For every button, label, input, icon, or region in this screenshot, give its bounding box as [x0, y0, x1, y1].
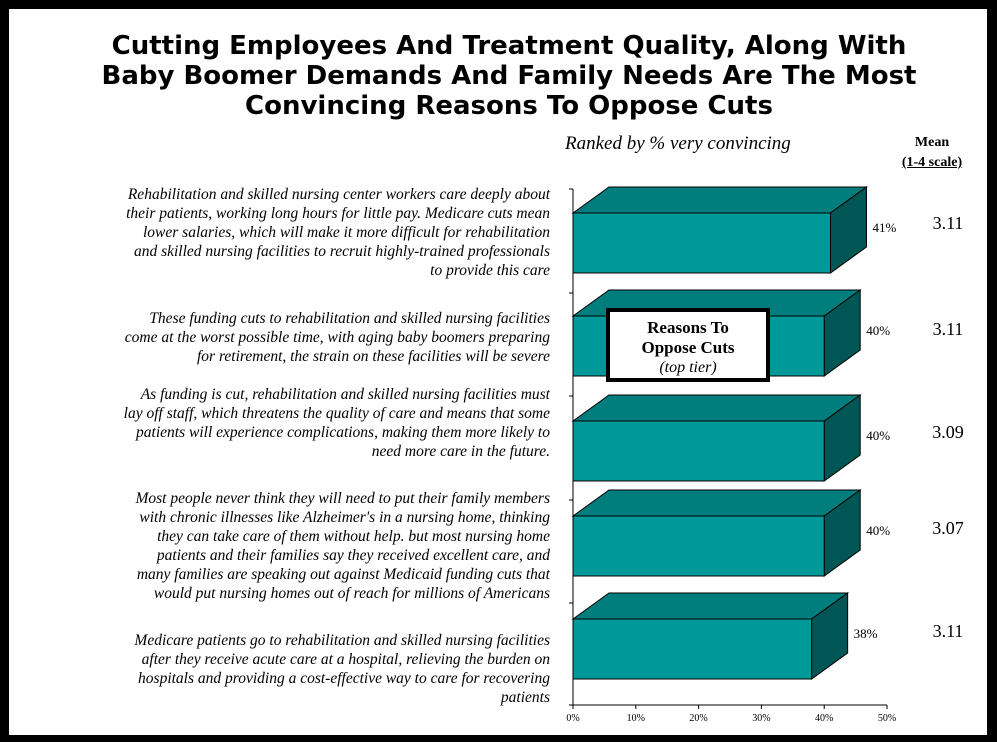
- bar-value-label: 40%: [866, 523, 890, 538]
- mean-value: 3.11: [933, 213, 964, 233]
- bar-value-label: 41%: [872, 220, 896, 235]
- item-label: Most people never think they will need t…: [15, 489, 550, 603]
- item-label-line: hospitals and providing a cost-effective…: [138, 670, 550, 687]
- callout-line-2: Oppose Cuts: [641, 338, 735, 357]
- item-label-line: for retirement, the strain on these faci…: [197, 348, 550, 365]
- mean-header-scale: (1-4 scale): [901, 155, 963, 170]
- title-line-1: Cutting Employees And Treatment Quality,…: [111, 31, 907, 61]
- item-label: As funding is cut, rehabilitation and sk…: [15, 385, 550, 461]
- item-label-line: after they receive acute care at a hospi…: [141, 651, 550, 668]
- callout-line-3: (top tier): [659, 359, 717, 376]
- slide: Cutting Employees And Treatment Quality,…: [9, 9, 987, 735]
- item-label-line: come at the worst possible time, with ag…: [124, 329, 550, 346]
- callout-box: Reasons To Oppose Cuts (top tier): [606, 308, 770, 382]
- mean-header: Mean (1-4 scale): [887, 133, 977, 173]
- item-label-line: would put nursing homes out of reach for…: [153, 585, 550, 602]
- bar-value-label: 40%: [866, 323, 890, 338]
- bar: [572, 515, 825, 577]
- item-label-line: Medicare patients go to rehabilitation a…: [134, 632, 550, 649]
- title-line-2: Baby Boomer Demands And Family Needs Are…: [101, 61, 917, 91]
- bar-top-face: [571, 394, 862, 422]
- item-label-line: lower salaries, which will make it more …: [142, 224, 550, 241]
- item-label-line: many families are speaking out against M…: [136, 566, 550, 583]
- item-label: Rehabilitation and skilled nursing cente…: [15, 185, 550, 280]
- item-label-line: Most people never think they will need t…: [135, 490, 550, 507]
- item-label-line: lay off staff, which threatens the quali…: [123, 405, 550, 422]
- x-tick-label: 20%: [689, 713, 707, 724]
- item-label-line: These funding cuts to rehabilitation and…: [149, 310, 550, 327]
- mean-value: 3.07: [932, 518, 964, 538]
- item-label-line: to provide this care: [430, 262, 550, 279]
- x-tick-label: 10%: [627, 713, 645, 724]
- x-tick-label: 30%: [752, 713, 770, 724]
- mean-value: 3.11: [933, 319, 964, 339]
- bar-top-face: [571, 592, 850, 620]
- item-label-line: need more care in the future.: [371, 443, 550, 460]
- bar: [572, 420, 825, 482]
- x-tick-label: 0%: [566, 713, 579, 724]
- item-label-line: patients will experience complications, …: [136, 424, 550, 441]
- item-label-line: and skilled nursing facilities to recrui…: [133, 243, 550, 260]
- bar-chart: 0% 10% 20% 30% 40% 50% 41% 3.11 40% 3.11 40% 3.09 40…: [566, 186, 964, 724]
- item-label-line: patients: [500, 689, 550, 706]
- x-tick-label: 50%: [878, 713, 896, 724]
- bar: [572, 212, 831, 274]
- item-label-line: their patients, working long hours for l…: [126, 205, 550, 222]
- mean-header-label: Mean: [914, 135, 950, 150]
- item-label-line: Rehabilitation and skilled nursing cente…: [127, 186, 550, 203]
- bar-value-label: 40%: [866, 428, 890, 443]
- mean-value: 3.11: [933, 621, 964, 641]
- bar-top-face: [571, 186, 869, 214]
- item-label: These funding cuts to rehabilitation and…: [15, 309, 550, 366]
- bar-value-label: 38%: [854, 626, 878, 641]
- chart-title: Cutting Employees And Treatment Quality,…: [49, 31, 969, 121]
- x-tick-label: 40%: [815, 713, 833, 724]
- item-label-line: patients and their families say they rec…: [156, 547, 550, 564]
- callout-line-1: Reasons To: [647, 318, 729, 337]
- bar: [572, 618, 813, 680]
- chart-subtitle: Ranked by % very convincing: [565, 133, 791, 154]
- item-label-line: with chronic illnesses like Alzheimer's …: [139, 509, 550, 526]
- bar-top-face: [571, 489, 862, 517]
- item-label: Medicare patients go to rehabilitation a…: [15, 631, 550, 707]
- item-label-line: they can take care of them without help.…: [157, 528, 550, 545]
- item-label-line: As funding is cut, rehabilitation and sk…: [140, 386, 550, 403]
- mean-value: 3.09: [932, 422, 964, 442]
- title-line-3: Convincing Reasons To Oppose Cuts: [245, 91, 773, 121]
